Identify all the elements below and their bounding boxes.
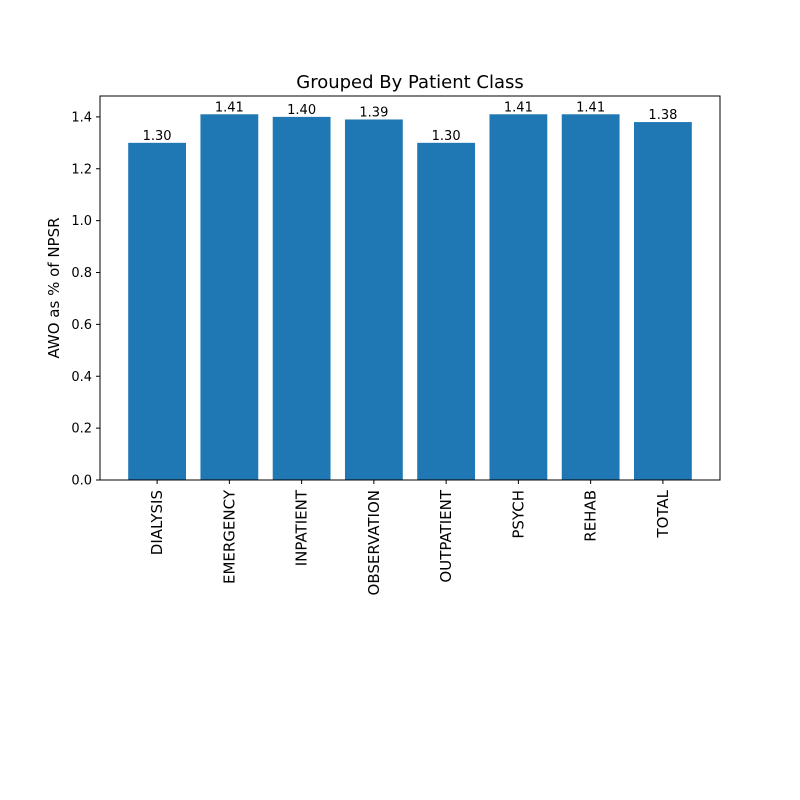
- data-label: 1.41: [504, 100, 533, 115]
- category-label: TOTAL: [654, 489, 672, 538]
- y-tick-label: 0.2: [71, 422, 92, 437]
- bar: [633, 122, 692, 480]
- x-axis-categories: DIALYSIS EMERGENCY INPATIENT OBSERVATION OUT…: [148, 480, 672, 595]
- y-tick-label: 0.6: [71, 318, 92, 333]
- category-label: PSYCH: [509, 490, 527, 539]
- chart-title: Grouped By Patient Class: [296, 72, 524, 93]
- plot-frame: [99, 95, 721, 481]
- y-tick-label: 0.0: [71, 474, 92, 489]
- data-label: 1.30: [432, 129, 461, 144]
- y-tick-label: 0.4: [71, 370, 92, 385]
- data-label: 1.38: [648, 108, 677, 123]
- data-label: 1.41: [576, 100, 605, 115]
- bar: [200, 114, 259, 480]
- data-label: 1.30: [143, 129, 172, 144]
- data-label: 1.39: [359, 105, 388, 120]
- bar: [561, 114, 620, 480]
- bar: [128, 142, 187, 480]
- y-tick-label: 0.8: [71, 266, 92, 281]
- bar: [344, 119, 403, 480]
- bars-group: [128, 114, 692, 480]
- category-label: EMERGENCY: [220, 489, 238, 584]
- bar: [272, 116, 331, 480]
- y-tick-label: 1.0: [71, 214, 92, 229]
- category-label: OUTPATIENT: [437, 489, 455, 582]
- y-tick-label: 1.2: [71, 162, 92, 177]
- category-label: DIALYSIS: [148, 490, 166, 555]
- bar: [489, 114, 548, 480]
- data-labels: 1.30 1.41 1.40 1.39 1.30 1.41 1.41 1.38: [143, 100, 678, 144]
- bar: [417, 142, 476, 480]
- y-axis-label: AWO as % of NPSR: [45, 217, 63, 358]
- category-label: OBSERVATION: [365, 490, 383, 595]
- data-label: 1.40: [287, 103, 316, 118]
- y-tick-label: 1.4: [71, 110, 92, 125]
- y-axis-ticks: 0.0 0.2 0.4 0.6 0.8 1.0 1.2 1.4: [71, 110, 100, 489]
- category-label: INPATIENT: [293, 489, 311, 566]
- data-label: 1.41: [215, 100, 244, 115]
- category-label: REHAB: [582, 490, 600, 542]
